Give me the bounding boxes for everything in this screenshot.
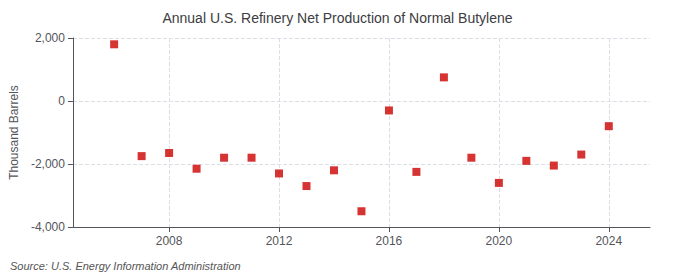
- svg-text:-2,000: -2,000: [31, 157, 65, 171]
- svg-text:Source: U.S. Energy Informatio: Source: U.S. Energy Information Administ…: [10, 260, 241, 272]
- svg-text:Thousand Barrels: Thousand Barrels: [7, 85, 21, 180]
- svg-text:0: 0: [58, 94, 65, 108]
- svg-text:2008: 2008: [156, 234, 183, 248]
- svg-text:2,000: 2,000: [35, 31, 65, 45]
- svg-text:-4,000: -4,000: [31, 220, 65, 234]
- svg-text:2012: 2012: [266, 234, 293, 248]
- svg-text:2020: 2020: [486, 234, 513, 248]
- svg-text:2024: 2024: [595, 234, 622, 248]
- svg-text:Annual U.S. Refinery Net Produ: Annual U.S. Refinery Net Production of N…: [162, 10, 512, 26]
- svg-text:2016: 2016: [376, 234, 403, 248]
